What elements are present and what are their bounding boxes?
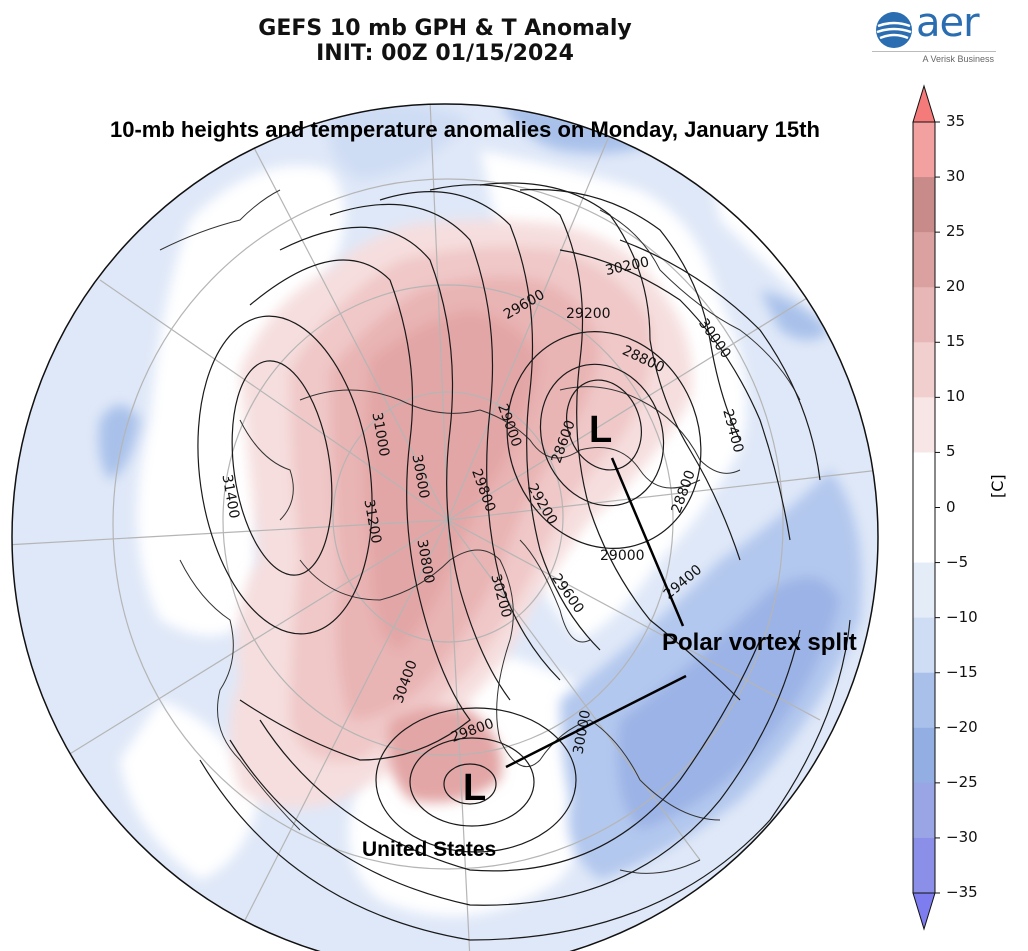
colorbar-tick-label: 0 xyxy=(946,497,956,516)
globe-outline xyxy=(11,103,879,951)
colorbar-tick-label: −15 xyxy=(946,662,978,681)
aer-globe-icon xyxy=(876,12,912,48)
contour-label: 29000 xyxy=(600,548,645,564)
colorbar-segment xyxy=(913,782,935,839)
colorbar-tick-label: −35 xyxy=(946,883,978,901)
colorbar-segment xyxy=(913,287,935,343)
colorbar-tick-label: 5 xyxy=(946,442,956,461)
colorbar-segment xyxy=(913,727,935,784)
contour-label: 31200 xyxy=(360,498,383,545)
colorbar-tick-label: 20 xyxy=(946,277,966,296)
warm-anomaly-region xyxy=(230,220,692,808)
colorbar-segment xyxy=(913,672,935,729)
colorbar-tick-label: −20 xyxy=(946,717,978,736)
colorbar-tick-label: −10 xyxy=(946,607,978,626)
contour-label: 30000 xyxy=(571,709,594,756)
colorbar-min-extension xyxy=(912,892,936,931)
colorbar-segment xyxy=(913,122,935,178)
annotation-pointers xyxy=(505,457,687,769)
title-line-1: GEFS 10 mb GPH & T Anomaly xyxy=(258,16,632,41)
polar-vortex-annotation: Polar vortex split xyxy=(662,629,857,656)
united-states-label: United States xyxy=(362,838,497,861)
colorbar xyxy=(912,84,940,931)
colorbar-segment xyxy=(913,232,935,288)
map-subtitle: 10-mb heights and temperature anomalies … xyxy=(110,117,820,142)
contour-label: 31000 xyxy=(368,411,391,458)
contour-label: 29200 xyxy=(566,306,611,322)
low-pressure-markers: L L xyxy=(463,409,612,809)
colorbar-segment xyxy=(913,837,935,894)
colorbar-tick-label: −5 xyxy=(946,552,969,571)
colorbar-tick-label: −30 xyxy=(946,827,978,846)
colorbar-segment xyxy=(913,397,935,453)
colorbar-segment xyxy=(913,452,935,508)
contour-label: 30800 xyxy=(413,538,436,585)
colorbar-tick-label: −25 xyxy=(946,772,978,791)
colorbar-tick-label: 30 xyxy=(946,167,966,186)
logo-divider xyxy=(872,51,996,52)
colorbar-segment xyxy=(913,177,935,233)
colorbar-tick-label: 10 xyxy=(946,387,966,406)
low-marker-north-america: L xyxy=(463,767,486,809)
colorbar-tick-label: 15 xyxy=(946,332,966,351)
colorbar-segment xyxy=(913,507,935,564)
low-marker-siberia: L xyxy=(589,409,612,451)
colorbar-tick-label: 25 xyxy=(946,222,966,241)
colorbar-segment xyxy=(913,562,935,619)
contour-label: 30600 xyxy=(408,453,431,500)
title-line-2: INIT: 00Z 01/15/2024 xyxy=(316,41,574,66)
contour-label: 31400 xyxy=(218,473,241,520)
aer-logo: aer A Verisk Business xyxy=(872,0,996,68)
graticule xyxy=(12,104,878,951)
height-contours xyxy=(197,182,851,941)
coastlines xyxy=(159,189,801,874)
colorbar-tick-label: 35 xyxy=(946,112,966,130)
colorbar-segment xyxy=(913,617,935,674)
figure-title: GEFS 10 mb GPH & T Anomaly INIT: 00Z 01/… xyxy=(200,16,690,66)
colorbar-unit-label: [C] xyxy=(988,474,1007,498)
logo-tagline: A Verisk Business xyxy=(922,54,994,64)
colorbar-max-extension xyxy=(912,84,936,123)
logo-wordmark: aer xyxy=(916,0,980,46)
colorbar-segment xyxy=(913,342,935,398)
